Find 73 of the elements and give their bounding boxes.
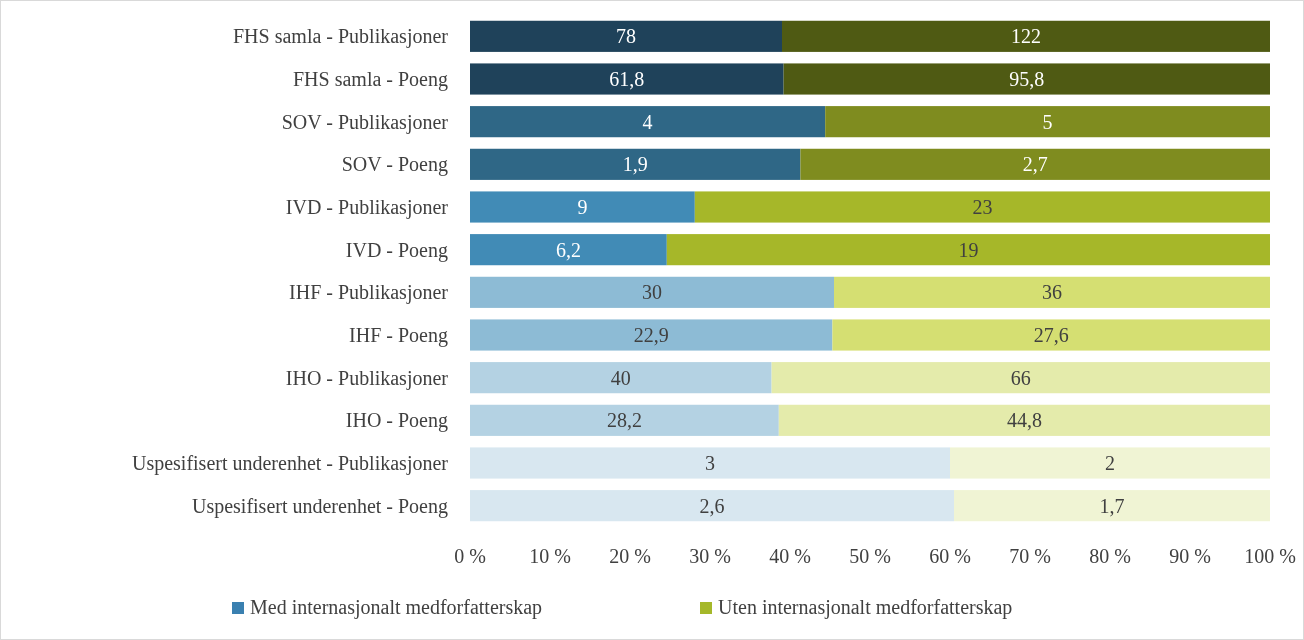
bar <box>778 404 1270 436</box>
bar <box>834 276 1270 308</box>
y-tick-label: FHS samla - Poeng <box>293 68 448 91</box>
x-tick-label: 50 % <box>849 545 891 567</box>
legend-label: Med internasjonalt medforfatterskap <box>250 596 543 619</box>
annotation: 2,6 <box>699 494 725 517</box>
bar <box>470 20 782 52</box>
annotation: 36 <box>1042 281 1062 304</box>
y-tick-label: IHO - Publikasjoner <box>285 366 449 390</box>
annotation: 3 <box>705 452 715 474</box>
annotation: 2,7 <box>1022 153 1048 176</box>
y-tick-label: FHS samla - Publikasjoner <box>233 25 449 49</box>
bar <box>470 404 779 436</box>
bar <box>950 447 1270 479</box>
annotation: 4 <box>642 110 653 133</box>
annotation: 9 <box>577 196 588 218</box>
annotation: 2 <box>1105 452 1115 474</box>
y-tick-label: IHF - Publikasjoner <box>289 281 449 305</box>
bar <box>782 20 1270 52</box>
bar <box>783 63 1270 95</box>
x-tick-label: 0 % <box>454 545 486 567</box>
annotation: 61,8 <box>609 68 645 90</box>
annotation: 66 <box>1010 366 1031 389</box>
x-tick-label: 20 % <box>609 545 651 567</box>
y-tick-label: IHF - Poeng <box>349 324 448 347</box>
annotation: 19 <box>958 238 979 261</box>
annotation: 40 <box>610 366 631 389</box>
x-tick-label: 10 % <box>529 545 571 567</box>
bar <box>470 490 954 522</box>
y-tick-label: Uspesifisert underenhet - Poeng <box>191 494 448 518</box>
x-tick-label: 70 % <box>1009 545 1051 567</box>
annotation: 27,6 <box>1033 324 1069 346</box>
annotation: 44,8 <box>1006 409 1042 432</box>
bar <box>954 490 1270 522</box>
bar <box>470 319 833 351</box>
x-tick-label: 30 % <box>689 545 731 567</box>
bar <box>470 447 950 479</box>
y-tick-label: Uspesifisert underenhet - Publikasjoner <box>131 452 449 475</box>
bar <box>694 191 1270 223</box>
y-tick-label: IVD - Poeng <box>345 238 448 262</box>
y-tick-label: SOV - Poeng <box>341 153 448 177</box>
bar <box>470 191 695 223</box>
annotation: 5 <box>1042 110 1053 133</box>
y-tick-label: IHO - Poeng <box>345 409 448 433</box>
annotation: 78 <box>616 25 636 48</box>
bar <box>470 276 834 308</box>
annotation: 95,8 <box>1009 68 1045 90</box>
bar <box>470 234 667 266</box>
bar <box>832 319 1270 351</box>
annotation: 22,9 <box>633 324 669 346</box>
annotation: 23 <box>972 196 993 218</box>
bar <box>470 148 801 180</box>
x-tick-label: 40 % <box>769 545 811 567</box>
annotation: 1,7 <box>1099 494 1125 517</box>
bar <box>470 106 826 138</box>
x-tick-label: 100 % <box>1244 545 1296 567</box>
annotation: 6,2 <box>555 238 581 261</box>
bar <box>470 362 772 394</box>
x-tick-label: 80 % <box>1089 545 1131 567</box>
annotation: 28,2 <box>606 409 642 432</box>
x-tick-label: 60 % <box>929 545 971 567</box>
y-tick-label: SOV - Publikasjoner <box>281 110 449 134</box>
annotation: 30 <box>642 281 662 304</box>
annotation: 1,9 <box>622 153 648 176</box>
bar <box>470 63 784 95</box>
x-tick-label: 90 % <box>1169 545 1211 567</box>
bar <box>666 234 1270 266</box>
bar <box>800 148 1270 180</box>
bar <box>771 362 1270 394</box>
y-tick-label: IVD - Publikasjoner <box>285 196 449 219</box>
legend-label: Uten internasjonalt medforfatterskap <box>718 596 1013 619</box>
annotation: 122 <box>1011 25 1041 48</box>
bar <box>825 106 1270 138</box>
